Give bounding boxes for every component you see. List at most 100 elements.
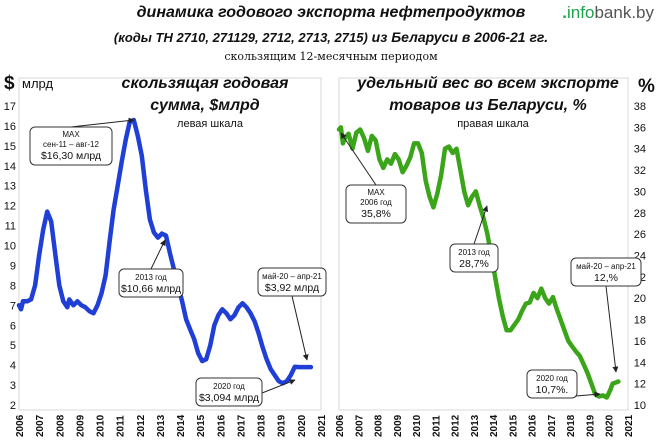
x-tick-label: 2016 bbox=[528, 414, 539, 437]
x-tick-label: 2019 bbox=[585, 414, 596, 437]
annotation-arrow bbox=[473, 205, 489, 245]
y-tick-label: 34 bbox=[634, 144, 646, 156]
annotation-box bbox=[195, 377, 263, 407]
annotation-label: сен-11 – авг-12 bbox=[43, 140, 99, 149]
annotation-label: 28,7% bbox=[459, 258, 489, 270]
y-tick-label: 36 bbox=[634, 122, 646, 134]
annotation-arrow bbox=[150, 239, 166, 270]
x-tick-label: 2011 bbox=[431, 415, 442, 437]
annotation-label: $16,30 млрд bbox=[41, 150, 101, 162]
y-tick-label: 12 bbox=[634, 379, 646, 391]
annotation-box bbox=[257, 267, 327, 297]
x-tick-label: 2019 bbox=[277, 414, 288, 437]
annotation-box bbox=[29, 126, 113, 166]
x-tick-label: 2013 bbox=[470, 414, 481, 437]
x-tick-label: 2017 bbox=[236, 414, 247, 437]
series-line bbox=[336, 125, 621, 400]
annotation-label: 2006 год bbox=[360, 198, 392, 207]
panel-title-line2: сумма, $млрд bbox=[150, 97, 260, 114]
left-chart-panel: 2 3 4 5 6 7 8 9 10 11 12 13 14 15 16 17 2006 2007 2008 2009… bbox=[4, 73, 328, 437]
y-axis-unit: млрд bbox=[22, 76, 53, 91]
y-axis-label: % bbox=[638, 76, 655, 97]
y-axis-label: $ bbox=[4, 73, 15, 94]
x-tick-label: 2011 bbox=[116, 415, 127, 437]
annotation-label: май-20 – апр-21 bbox=[576, 262, 636, 271]
annotation-box bbox=[526, 369, 578, 399]
x-tick-label: 2018 bbox=[257, 414, 268, 437]
y-tick-label: 30 bbox=[634, 186, 646, 198]
x-tick-label: 2014 bbox=[489, 414, 500, 437]
y-tick-label: 11 bbox=[5, 221, 16, 233]
annotation-label: $3,094 млрд bbox=[199, 392, 259, 404]
annotation-label: 2013 год bbox=[135, 273, 167, 282]
x-tick-label: 2007 bbox=[354, 414, 365, 437]
x-tick-label: 2008 bbox=[55, 414, 66, 437]
annotation-label: май-20 – апр-21 bbox=[262, 272, 322, 281]
annotation-label: 2013 год bbox=[458, 248, 490, 257]
panel-title: скользящая годовая bbox=[122, 75, 289, 92]
annotation-arrow bbox=[70, 117, 135, 128]
y-tick-label: 38 bbox=[634, 101, 646, 113]
scale-note: правая шкала bbox=[457, 118, 529, 130]
plot-frame bbox=[338, 77, 629, 411]
annotation-label: MAX bbox=[367, 188, 385, 197]
y-tick-label: 10 bbox=[634, 400, 646, 412]
y-tick-label: 8 bbox=[10, 280, 16, 292]
x-tick-label: 2012 bbox=[451, 414, 462, 437]
series-line bbox=[16, 117, 314, 386]
y-tick-label: 28 bbox=[634, 208, 646, 220]
chart-subtitle: (коды ТН 2710, 271129, 2712, 2713, 2715)… bbox=[0, 29, 662, 45]
x-tick-label: 2018 bbox=[566, 414, 577, 437]
x-tick-label: 2010 bbox=[412, 414, 423, 437]
x-tick-label: 2008 bbox=[374, 414, 385, 437]
annotation-label: MAX bbox=[62, 130, 80, 139]
y-tick-label: 12 bbox=[4, 201, 16, 213]
annotation-label: 2020 год bbox=[536, 374, 568, 383]
y-tick-label: 4 bbox=[10, 360, 16, 372]
y-tick-label: 2 bbox=[10, 400, 16, 412]
y-tick-label: 13 bbox=[4, 181, 16, 193]
panel-title-line2: товаров из Беларуси, % bbox=[389, 97, 587, 114]
x-tick-label: 2014 bbox=[176, 414, 187, 437]
x-tick-label: 2015 bbox=[196, 414, 207, 437]
annotation-box bbox=[570, 257, 642, 287]
x-tick-label: 2009 bbox=[75, 414, 86, 437]
annotation-arrow bbox=[291, 295, 309, 361]
y-tick-label: 3 bbox=[10, 380, 16, 392]
annotation-label: 10,7%. bbox=[536, 384, 569, 396]
annotation-box bbox=[345, 184, 407, 224]
x-tick-label: 2015 bbox=[508, 414, 519, 437]
subtitle-codes: (коды ТН 2710, 271129, 2712, 2713, 2715) bbox=[113, 30, 368, 45]
x-tick-label: 2006 bbox=[335, 414, 346, 437]
y-tick-label: 16 bbox=[4, 121, 16, 133]
annotation-arrow bbox=[605, 285, 619, 373]
x-tick-label: 2020 bbox=[605, 414, 616, 437]
y-tick-label: 7 bbox=[10, 300, 16, 312]
subtitle-country: из Беларуси в 2006-21 гг. bbox=[367, 29, 549, 45]
right-chart-panel: 1012141618202224262830323436382006200720… bbox=[335, 75, 655, 437]
y-tick-label: 20 bbox=[634, 293, 646, 305]
x-tick-label: 2006 bbox=[15, 414, 26, 437]
annotation-label: 35,8% bbox=[361, 208, 391, 220]
x-tick-label: 2007 bbox=[35, 414, 46, 437]
plot-frame bbox=[18, 77, 322, 411]
y-tick-label: 14 bbox=[4, 161, 16, 173]
annotation-arrow bbox=[340, 132, 377, 186]
y-tick-label: 6 bbox=[10, 320, 16, 332]
y-tick-label: 9 bbox=[10, 260, 16, 272]
annotation-label: 2020 год bbox=[213, 382, 245, 391]
y-tick-label: 16 bbox=[634, 336, 646, 348]
y-tick-label: 14 bbox=[634, 357, 646, 369]
annotation-box bbox=[118, 268, 184, 298]
y-tick-label: 32 bbox=[634, 165, 646, 177]
x-tick-label: 2012 bbox=[136, 414, 147, 437]
y-tick-label: 10 bbox=[4, 241, 16, 253]
y-tick-label: 5 bbox=[10, 340, 16, 352]
x-tick-label: 2020 bbox=[297, 414, 308, 437]
y-tick-label: 15 bbox=[4, 141, 16, 153]
chart-note: скользящим 12-месячным периодом bbox=[224, 50, 438, 63]
infobank-logo[interactable]: .infobank.by bbox=[562, 3, 654, 22]
x-tick-label: 2021 bbox=[317, 414, 328, 437]
annotation-label: $3,92 млрд bbox=[265, 282, 319, 294]
